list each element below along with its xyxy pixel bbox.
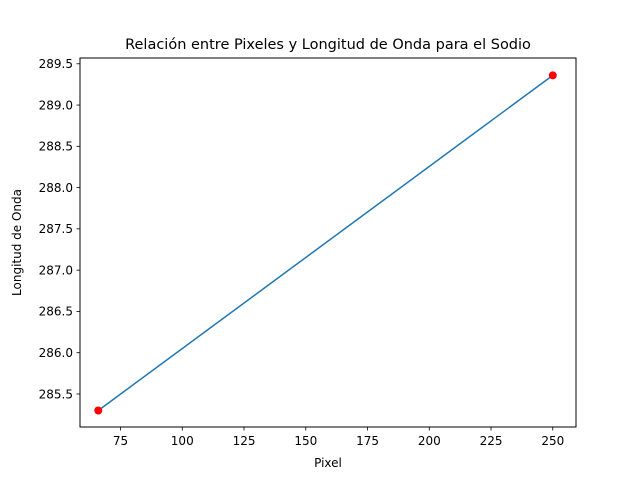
y-tick-label: 288.5 [39, 140, 73, 154]
axes-frame [79, 57, 577, 428]
y-tick-label: 288.0 [39, 181, 73, 195]
x-axis-label: Pixel [314, 456, 342, 470]
x-tick-label: 125 [233, 434, 256, 448]
x-tick-label: 150 [294, 434, 317, 448]
x-axis-ticks: 75 100 125 150 175 200 225 250 [113, 427, 564, 448]
y-tick-label: 289.5 [39, 57, 73, 71]
y-tick-label: 287.0 [39, 263, 73, 277]
data-point [548, 71, 557, 80]
x-tick-label: 175 [356, 434, 379, 448]
y-tick-label: 287.5 [39, 222, 73, 236]
x-tick-label: 200 [418, 434, 441, 448]
y-tick-label: 285.5 [39, 387, 73, 401]
x-tick-label: 100 [171, 434, 194, 448]
series-layer [94, 71, 557, 415]
fit-line [97, 74, 554, 412]
x-tick-label: 225 [480, 434, 503, 448]
y-tick-label: 289.0 [39, 98, 73, 112]
y-axis-label: Longitud de Onda [10, 189, 24, 296]
chart-title: Relación entre Pixeles y Longitud de Ond… [125, 37, 531, 53]
x-tick-label: 250 [541, 434, 564, 448]
y-tick-label: 286.0 [39, 346, 73, 360]
data-point [94, 406, 103, 415]
y-tick-label: 286.5 [39, 305, 73, 319]
y-axis-ticks: 285.5 286.0 286.5 287.0 287.5 288.0 288.5 289.0… [39, 57, 80, 401]
x-tick-label: 75 [113, 434, 128, 448]
